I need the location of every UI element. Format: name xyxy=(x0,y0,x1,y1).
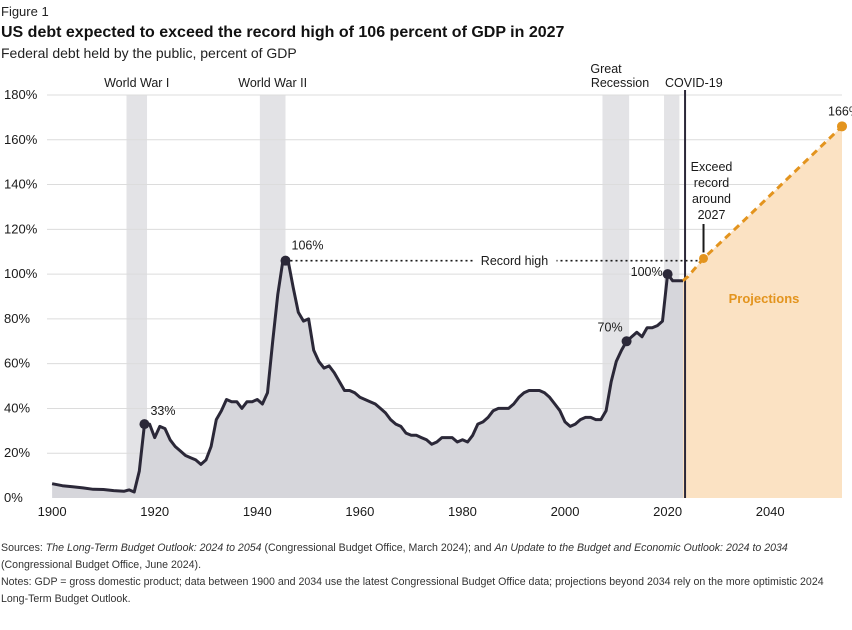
source2-rest: (Congressional Budget Office, June 2024)… xyxy=(1,559,202,571)
data-point-label: 70% xyxy=(598,320,623,334)
x-tick-label: 1900 xyxy=(38,504,67,519)
chart-subtitle: Federal debt held by the public, percent… xyxy=(1,45,297,61)
data-point-label: 100% xyxy=(631,265,663,279)
exceed-note-line: Exceed xyxy=(691,160,733,174)
x-tick-label: 1920 xyxy=(140,504,169,519)
x-tick-label: 1980 xyxy=(448,504,477,519)
data-point-marker xyxy=(662,269,673,280)
x-tick-label: 2040 xyxy=(756,504,785,519)
period-label-ww2: World War II xyxy=(238,76,307,90)
source2-title: An Update to the Budget and Economic Out… xyxy=(494,542,788,554)
record-high-label-background xyxy=(472,251,557,270)
period-band-0 xyxy=(126,95,148,498)
data-point-marker xyxy=(621,336,632,347)
exceed-note-line: around xyxy=(692,192,731,206)
y-tick-label: 140% xyxy=(4,177,38,192)
historical-area xyxy=(52,260,684,498)
y-tick-label: 20% xyxy=(4,445,30,460)
source1-rest: (Congressional Budget Office, March 2024… xyxy=(261,542,495,554)
y-tick-label: 120% xyxy=(4,221,38,236)
data-point-marker xyxy=(837,121,847,132)
figure-label: Figure 1 xyxy=(1,4,49,19)
y-tick-label: 100% xyxy=(4,266,38,281)
period-label-covid: COVID-19 xyxy=(665,76,723,90)
debt-chart: Record high Exceed record around 2027 33% 10… xyxy=(4,62,852,519)
x-tick-label: 2000 xyxy=(551,504,580,519)
x-tick-label: 2020 xyxy=(653,504,682,519)
y-tick-label: 0% xyxy=(4,490,23,505)
exceed-note-line: record xyxy=(694,176,729,190)
data-point-marker xyxy=(280,255,291,266)
data-point-label: 33% xyxy=(150,404,175,418)
record-high-label: Record high xyxy=(481,254,548,268)
sources-notes: Sources: The Long-Term Budget Outlook: 2… xyxy=(1,540,847,608)
historical-line xyxy=(51,259,683,494)
chart-title: US debt expected to exceed the record hi… xyxy=(1,24,565,41)
data-point-label: 166% xyxy=(828,104,852,118)
y-tick-label: 40% xyxy=(4,400,30,415)
projections-label: Projections xyxy=(729,291,800,306)
sources-prefix: Sources: xyxy=(1,542,46,554)
data-point-label: 106% xyxy=(292,239,324,253)
source1-title: The Long-Term Budget Outlook: 2024 to 20… xyxy=(45,542,262,554)
y-tick-label: 60% xyxy=(4,356,30,371)
x-tick-label: 1960 xyxy=(345,504,374,519)
x-tick-label: 1940 xyxy=(243,504,272,519)
exceed-note-line: 2027 xyxy=(698,208,726,222)
period-label-ww1: World War I xyxy=(104,76,169,90)
sources-line: Sources: The Long-Term Budget Outlook: 2… xyxy=(1,540,847,574)
notes-line: Notes: GDP = gross domestic product; dat… xyxy=(1,576,824,605)
y-tick-label: 160% xyxy=(4,132,38,147)
y-tick-label: 80% xyxy=(4,311,30,326)
exceed-point-marker xyxy=(699,253,709,263)
period-label-recession-line2: Recession xyxy=(591,76,649,90)
data-point-marker xyxy=(139,419,150,430)
y-tick-label: 180% xyxy=(4,87,38,102)
projection-area xyxy=(683,126,842,499)
period-label-recession-line1: Great xyxy=(590,62,622,76)
